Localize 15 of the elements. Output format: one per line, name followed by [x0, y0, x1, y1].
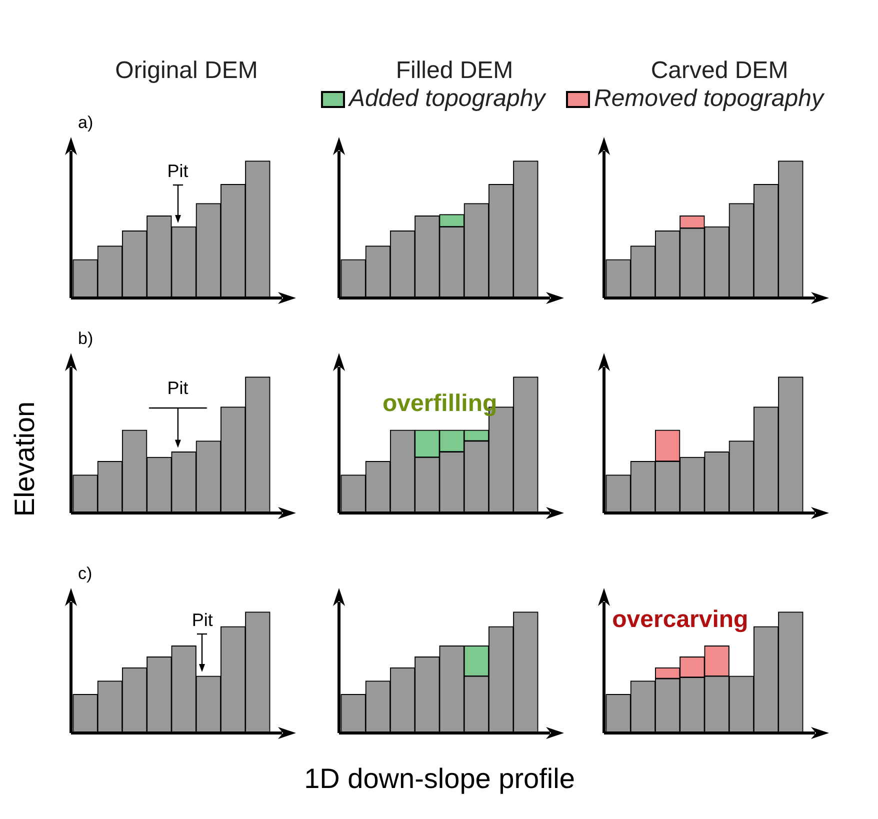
chart-title: Filled DEM — [396, 57, 514, 85]
x-axis-title: 1D down-slope profile — [304, 763, 575, 795]
chart-title: Original DEM — [115, 57, 258, 85]
annotation: Pit — [167, 378, 188, 400]
annotation: overfilling — [382, 390, 498, 418]
text: b) — [78, 329, 94, 349]
annotation: overcarving — [612, 606, 748, 634]
annotation: Pit — [167, 160, 188, 182]
chart-title: Carved DEM — [650, 57, 788, 85]
y-axis-title: Elevation — [9, 401, 41, 517]
text: c) — [78, 564, 92, 584]
legend-label: Added topography — [349, 85, 546, 113]
annotation: Pit — [192, 610, 213, 632]
legend-label: Removed topography — [594, 85, 824, 113]
text: a) — [78, 113, 94, 133]
